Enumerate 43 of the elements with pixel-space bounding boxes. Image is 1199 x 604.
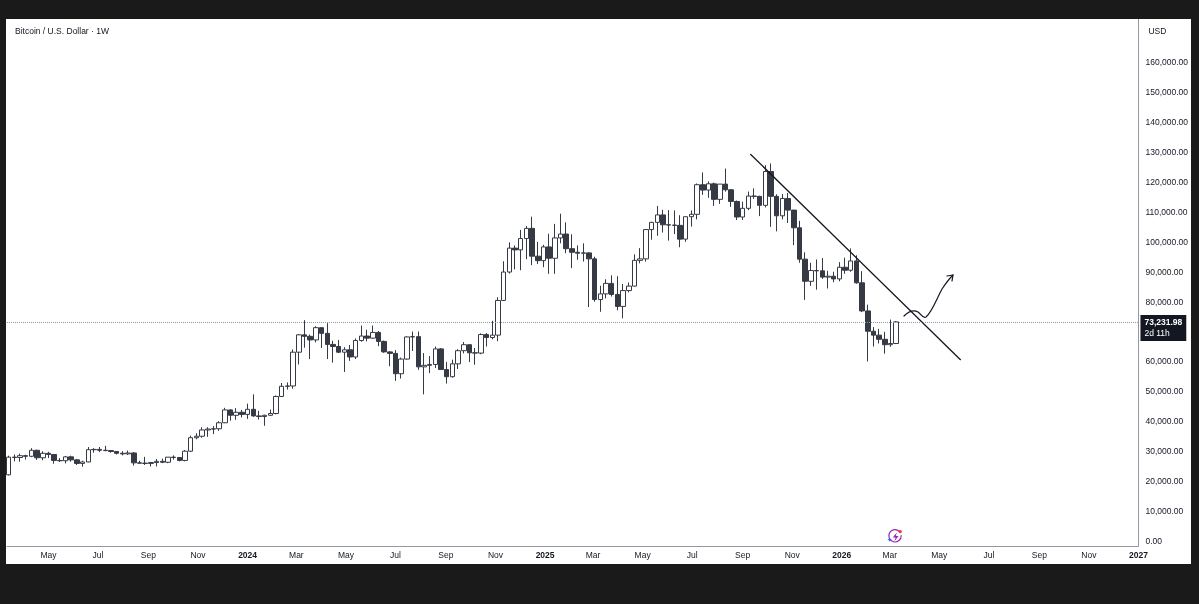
x-tick-label: May	[40, 549, 58, 560]
y-tick-label: 80,000.00	[1145, 296, 1184, 307]
x-tick-label: Jul	[92, 549, 104, 560]
x-tick-label: Mar	[882, 549, 898, 560]
x-tick-label: 2024	[238, 549, 258, 560]
ref-line-label: 73,231.98	[1144, 317, 1183, 328]
x-tick-label: Nov	[1081, 549, 1098, 560]
y-tick-label: 90,000.00	[1145, 266, 1184, 277]
x-tick-label: Nov	[487, 549, 504, 560]
y-axis-title: USD	[1148, 25, 1167, 36]
y-tick-label: 10,000.00	[1145, 506, 1184, 517]
x-tick-label: Jul	[983, 549, 995, 560]
x-tick-label: Sep	[140, 549, 157, 560]
x-tick-label: 2025	[535, 549, 555, 560]
y-tick-label: 160,000.00	[1145, 57, 1189, 68]
x-tick-label: 2026	[832, 549, 852, 560]
x-tick-label: Sep	[438, 549, 454, 560]
x-tick-label: May	[931, 549, 949, 560]
x-tick-label: Jul	[686, 549, 698, 560]
text: Bitcoin / U.S. Dollar · 1W	[15, 25, 109, 36]
y-tick-label: 120,000.00	[1145, 177, 1189, 188]
x-tick-label: Nov	[190, 549, 207, 560]
x-tick-label: May	[634, 549, 652, 560]
y-tick-label: 50,000.00	[1145, 386, 1184, 397]
x-tick-label: Jul	[390, 549, 402, 560]
y-tick-label: 30,000.00	[1145, 446, 1184, 457]
y-tick-label: 40,000.00	[1145, 416, 1184, 427]
y-tick-label: 20,000.00	[1145, 476, 1184, 487]
y-tick-label: 150,000.00	[1145, 87, 1189, 98]
y-tick-label: 0.00	[1145, 535, 1163, 546]
text: 2d 11h	[1144, 328, 1171, 339]
y-tick-label: 140,000.00	[1145, 117, 1189, 128]
x-tick-label: Sep	[735, 549, 751, 560]
y-tick-label: 100,000.00	[1145, 236, 1189, 247]
x-tick-label: May	[337, 549, 355, 560]
x-tick-label: Mar	[585, 549, 601, 560]
y-tick-label: 130,000.00	[1145, 147, 1189, 158]
x-tick-label: Sep	[1031, 549, 1048, 560]
y-tick-label: 60,000.00	[1145, 356, 1184, 367]
x-tick-label: Mar	[289, 549, 304, 560]
x-tick-label: 2027	[1129, 549, 1149, 560]
x-tick-label: Nov	[784, 549, 801, 560]
y-tick-label: 110,000.00	[1145, 206, 1188, 217]
